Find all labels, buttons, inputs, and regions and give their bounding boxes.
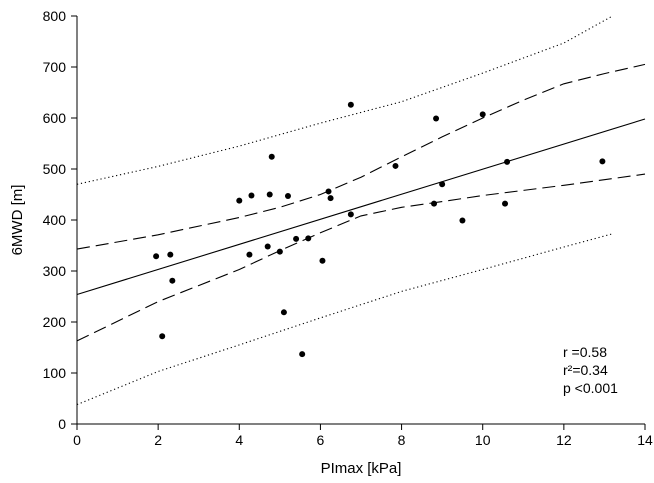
x-tick-label: 2 [154, 432, 162, 448]
data-point [266, 191, 273, 198]
data-point [459, 217, 466, 224]
data-point [319, 257, 326, 264]
data-point [284, 193, 291, 200]
data-point [280, 309, 287, 316]
data-point [392, 162, 399, 169]
stat-r-squared: r²=0.34 [563, 362, 608, 378]
stat-r: r =0.58 [563, 344, 607, 360]
confidence-band-lower [76, 173, 646, 342]
data-point [153, 253, 160, 260]
x-tick-label: 0 [73, 432, 81, 448]
data-point [439, 181, 446, 188]
data-point [299, 351, 306, 358]
data-point [169, 277, 176, 284]
data-point [433, 115, 440, 122]
y-tick-label: 400 [43, 212, 67, 228]
y-tick-label: 300 [43, 263, 67, 279]
y-tick-label: 600 [43, 110, 67, 126]
x-tick-label: 10 [475, 432, 491, 448]
x-tick-label: 8 [398, 432, 406, 448]
data-point [236, 197, 243, 204]
x-tick-label: 6 [317, 432, 325, 448]
x-tick-label: 14 [637, 432, 653, 448]
x-tick-label: 12 [556, 432, 572, 448]
data-point [264, 243, 271, 250]
y-tick-label: 800 [43, 8, 67, 24]
plot-area: 0 2 4 6 8 10 12 14 0 100 200 300 400 500 600 700 800 [43, 8, 653, 448]
data-point [325, 188, 332, 195]
data-point [246, 251, 253, 258]
y-axis-title: 6MWD [m] [9, 185, 26, 256]
prediction-band-upper [76, 15, 613, 185]
data-point [248, 192, 255, 199]
y-tick-label: 500 [43, 161, 67, 177]
data-point [268, 153, 275, 160]
stats-annotation: r =0.58 r²=0.34 p <0.001 [563, 344, 618, 396]
data-point [347, 101, 354, 108]
data-point [293, 235, 300, 242]
stat-p-value: p <0.001 [563, 380, 618, 396]
data-point [327, 195, 334, 202]
prediction-band-lower [76, 233, 613, 406]
y-tick-label: 700 [43, 59, 67, 75]
x-axis-title: PImax [kPa] [321, 460, 402, 477]
y-tick-label: 200 [43, 314, 67, 330]
data-point [167, 251, 174, 258]
confidence-band-upper [76, 63, 646, 250]
data-point [599, 158, 606, 165]
regression-line [76, 118, 646, 296]
data-point [479, 111, 486, 118]
data-point [276, 248, 283, 255]
x-tick-label: 4 [235, 432, 243, 448]
data-point [159, 333, 166, 340]
data-point [431, 200, 438, 207]
y-tick-label: 0 [58, 416, 66, 432]
data-point [502, 200, 509, 207]
data-point [305, 235, 312, 242]
data-point [504, 158, 511, 165]
data-point [347, 211, 354, 218]
y-tick-label: 100 [43, 365, 67, 381]
